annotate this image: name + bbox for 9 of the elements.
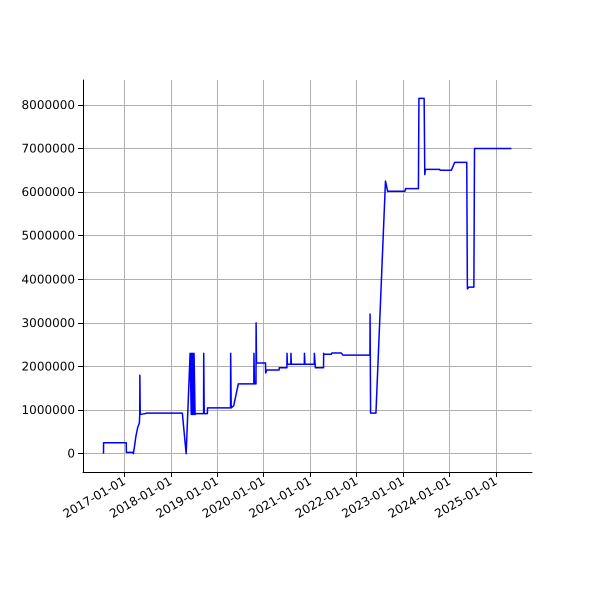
y-tick-label: 5000000 bbox=[22, 228, 75, 243]
y-tick-label: 2000000 bbox=[22, 359, 75, 374]
y-tick-label: 6000000 bbox=[22, 185, 75, 200]
y-tick-label: 0 bbox=[67, 446, 75, 461]
y-tick-label: 4000000 bbox=[22, 272, 75, 286]
y-tick-label: 8000000 bbox=[22, 98, 75, 112]
y-tick-label: 1000000 bbox=[22, 403, 75, 418]
y-tick-label: 3000000 bbox=[22, 316, 75, 330]
y-tick-label: 7000000 bbox=[22, 141, 75, 156]
